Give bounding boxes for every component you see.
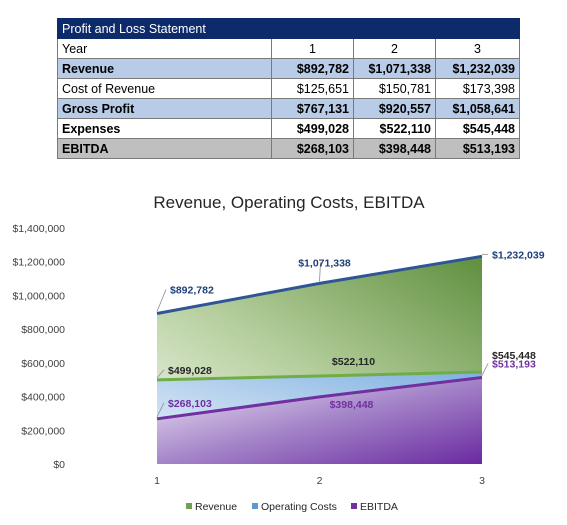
row-value: $513,193 xyxy=(435,138,520,159)
row-label: EBITDA xyxy=(57,138,272,159)
y-tick-label: $1,000,000 xyxy=(12,290,65,302)
x-tick-label: 3 xyxy=(479,475,485,487)
legend-label: EBITDA xyxy=(360,501,398,513)
y-tick-label: $1,400,000 xyxy=(12,223,65,235)
legend-swatch xyxy=(351,503,357,509)
table-header-row: Year 1 2 3 xyxy=(57,38,520,59)
operating-costs-line xyxy=(156,370,483,382)
label-leader-line xyxy=(156,402,165,417)
y-tick-label: $1,200,000 xyxy=(12,257,65,269)
header-label: Year xyxy=(57,38,272,59)
data-label: $268,103 xyxy=(168,398,212,410)
row-label: Expenses xyxy=(57,118,272,139)
data-label: $499,028 xyxy=(168,365,212,377)
ebitda-line xyxy=(156,376,483,421)
y-tick-label: $600,000 xyxy=(21,358,65,370)
table-row-expenses: Expenses $499,028 $522,110 $545,448 xyxy=(57,118,520,139)
row-value: $545,448 xyxy=(435,118,520,139)
row-value: $522,110 xyxy=(353,118,436,139)
legend-swatch xyxy=(252,503,258,509)
chart-legend: Revenue Operating Costs EBITDA xyxy=(186,501,398,513)
label-leader-line xyxy=(481,363,489,376)
table-title: Profit and Loss Statement xyxy=(57,18,520,39)
row-label: Cost of Revenue xyxy=(57,78,272,99)
y-axis-ticks: $0 $200,000 $400,000 $600,000 $800,000 $1,000… xyxy=(12,223,65,471)
data-label: $1,071,338 xyxy=(298,257,351,269)
x-tick-label: 2 xyxy=(317,475,323,487)
legend-swatch xyxy=(186,503,192,509)
header-year: 1 xyxy=(271,38,354,59)
row-label: Gross Profit xyxy=(57,98,272,119)
label-leader-line xyxy=(156,369,165,379)
row-value: $1,058,641 xyxy=(435,98,520,119)
label-leader-line xyxy=(319,262,321,282)
data-label: $545,448 xyxy=(492,350,536,362)
data-label: $398,448 xyxy=(330,399,374,411)
table-row-ebitda: EBITDA $268,103 $398,448 $513,193 xyxy=(57,138,520,159)
row-value: $1,232,039 xyxy=(435,58,520,79)
profit-loss-table: Profit and Loss Statement Year 1 2 3 Rev… xyxy=(57,18,520,159)
data-label: $513,193 xyxy=(492,358,536,370)
row-value: $125,651 xyxy=(271,78,354,99)
y-tick-label: $0 xyxy=(53,459,65,471)
row-value: $767,131 xyxy=(271,98,354,119)
table-title-row: Profit and Loss Statement xyxy=(57,18,520,39)
data-label: $522,110 xyxy=(332,356,375,368)
x-axis-ticks: 1 2 3 xyxy=(154,475,485,487)
chart-data-labels: $892,782 $1,071,338 $1,232,039 $499,028 $522… xyxy=(156,249,545,417)
chart-lines xyxy=(156,254,483,421)
row-value: $268,103 xyxy=(271,138,354,159)
label-leader-line xyxy=(156,289,167,312)
table-row-gross-profit: Gross Profit $767,131 $920,557 $1,058,64… xyxy=(57,98,520,119)
ebitda-area xyxy=(157,377,482,464)
data-label: $892,782 xyxy=(170,285,214,297)
y-tick-label: $800,000 xyxy=(21,324,65,336)
legend-label: Revenue xyxy=(195,501,237,513)
chart-title: Revenue, Operating Costs, EBITDA xyxy=(153,193,425,212)
chart-areas xyxy=(157,256,482,464)
y-tick-label: $200,000 xyxy=(21,425,65,437)
legend-label: Operating Costs xyxy=(261,501,337,513)
y-tick-label: $400,000 xyxy=(21,392,65,404)
revenue-line xyxy=(156,254,483,315)
row-value: $398,448 xyxy=(353,138,436,159)
row-value: $1,071,338 xyxy=(353,58,436,79)
data-label: $1,232,039 xyxy=(492,249,545,261)
x-tick-label: 1 xyxy=(154,475,160,487)
header-year: 3 xyxy=(435,38,520,59)
